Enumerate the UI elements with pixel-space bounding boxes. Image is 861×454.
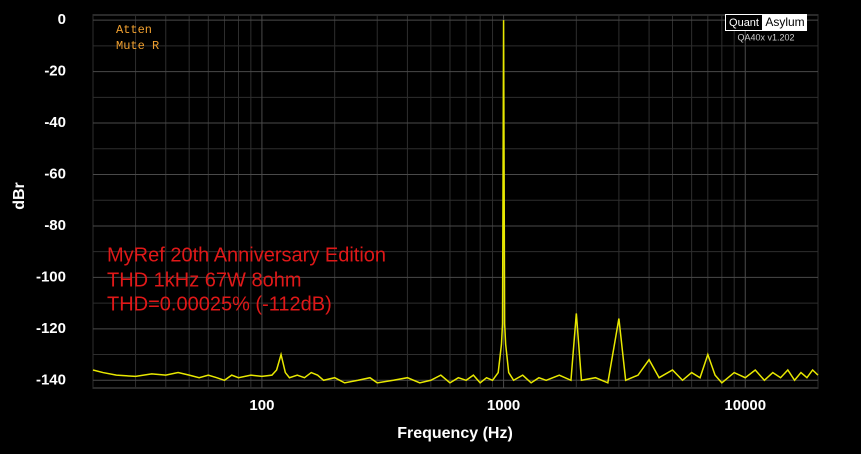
version-text: QA40x v1.202 bbox=[737, 32, 794, 42]
plot-area bbox=[92, 14, 819, 389]
logo-text: Asylum bbox=[765, 15, 804, 29]
x-axis-label: Frequency (Hz) bbox=[397, 425, 513, 442]
y-tick-label: -120 bbox=[36, 320, 66, 337]
annotation: THD=0.00025% (-112dB) bbox=[107, 293, 332, 315]
x-tick-label: 1000 bbox=[487, 397, 520, 414]
y-tick-label: -100 bbox=[36, 268, 66, 285]
y-tick-label: 0 bbox=[58, 11, 66, 28]
logo-text: Quant bbox=[729, 17, 759, 29]
y-tick-label: -80 bbox=[44, 217, 66, 234]
y-tick-label: -140 bbox=[36, 371, 66, 388]
logo-box bbox=[726, 15, 762, 30]
status-text: Atten bbox=[116, 23, 152, 37]
y-tick-label: -40 bbox=[44, 114, 66, 131]
status-text: Mute R bbox=[116, 39, 159, 53]
y-axis-label: dBr bbox=[11, 182, 28, 210]
annotation: THD 1kHz 67W 8ohm bbox=[107, 269, 302, 291]
x-tick-label: 100 bbox=[249, 397, 274, 414]
spectrum-line bbox=[92, 20, 819, 384]
annotation: MyRef 20th Anniversary Edition bbox=[107, 244, 386, 266]
y-tick-label: -20 bbox=[44, 63, 66, 80]
y-tick-label: -60 bbox=[44, 165, 66, 182]
x-tick-label: 10000 bbox=[724, 397, 766, 414]
